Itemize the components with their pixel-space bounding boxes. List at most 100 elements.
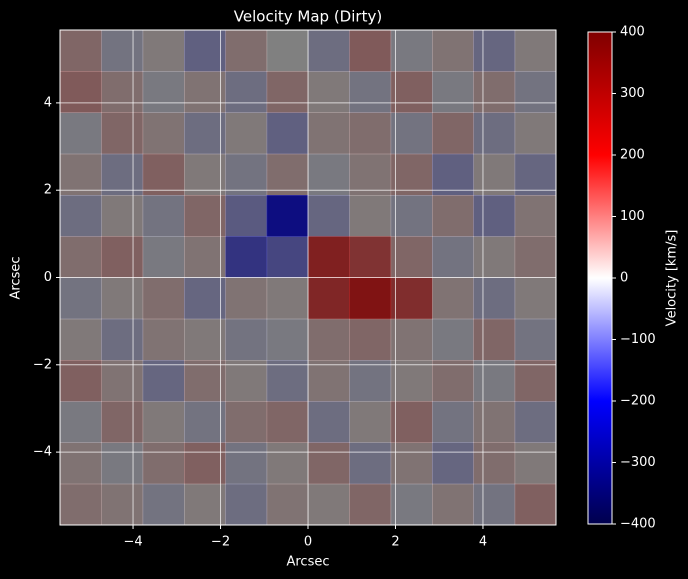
colorbar-tick-label: −300 (620, 455, 656, 470)
heatmap-cell (184, 483, 226, 526)
heatmap-cell (266, 442, 309, 485)
heatmap-cell (514, 483, 557, 526)
heatmap-cell (473, 277, 516, 320)
heatmap-cell (184, 442, 226, 485)
heatmap-cell (266, 112, 309, 155)
heatmap-cell (60, 30, 102, 72)
heatmap-cell (390, 483, 433, 526)
heatmap-cell (60, 195, 102, 237)
heatmap-cell (390, 195, 433, 237)
heatmap-cell (308, 318, 350, 361)
heatmap-cell (390, 153, 433, 196)
heatmap-cell (432, 71, 474, 113)
heatmap-cell (308, 112, 350, 155)
x-tick-label: −4 (123, 535, 142, 550)
heatmap-cell (184, 153, 226, 196)
heatmap-cell (60, 442, 102, 485)
heatmap-cell (101, 71, 144, 113)
heatmap-cell (432, 195, 474, 237)
heatmap-cell (184, 318, 226, 361)
heatmap-cell (101, 236, 144, 278)
heatmap-cell (349, 71, 392, 113)
heatmap-cell (308, 71, 350, 113)
heatmap-cell (390, 236, 433, 278)
heatmap-cell (432, 277, 474, 320)
heatmap-cell (225, 30, 268, 72)
x-tick-label: 0 (304, 535, 312, 550)
heatmap-cell (225, 401, 268, 443)
heatmap-cell (473, 401, 516, 443)
heatmap-cell (349, 277, 392, 320)
heatmap-cell (142, 236, 185, 278)
heatmap-cell (60, 401, 102, 443)
heatmap-cell (266, 236, 309, 278)
x-tick-label: 2 (391, 535, 399, 550)
heatmap-cell (101, 483, 144, 526)
heatmap-cell (473, 112, 516, 155)
heatmap-cell (266, 483, 309, 526)
heatmap-cell (266, 195, 309, 237)
heatmap-cell (308, 236, 350, 278)
heatmap-cell (184, 360, 226, 402)
heatmap-cell (390, 112, 433, 155)
colorbar-tick-label: 300 (620, 86, 645, 101)
heatmap-cell (225, 318, 268, 361)
heatmap-cell (308, 30, 350, 72)
heatmap-cell (101, 277, 144, 320)
heatmap-cell (349, 360, 392, 402)
x-axis-label: Arcsec (286, 555, 329, 570)
heatmap-cell (473, 195, 516, 237)
heatmap-cell (473, 360, 516, 402)
colorbar-tick-label: 200 (620, 148, 645, 163)
heatmap-cell (101, 401, 144, 443)
y-tick-label: −4 (33, 445, 52, 460)
heatmap-cell (473, 318, 516, 361)
heatmap-cell (142, 112, 185, 155)
colorbar-tick-label: 0 (620, 271, 628, 286)
heatmap-cell (308, 483, 350, 526)
y-tick-label: 0 (44, 270, 52, 285)
heatmap-cell (514, 153, 557, 196)
heatmap-cell (142, 483, 185, 526)
heatmap-cell (225, 277, 268, 320)
heatmap-cell (308, 360, 350, 402)
heatmap-cell (225, 360, 268, 402)
heatmap-cell (60, 236, 102, 278)
colorbar-tick-label: 100 (620, 209, 645, 224)
heatmap-cell (432, 442, 474, 485)
heatmap-cell (142, 442, 185, 485)
heatmap-cell (101, 442, 144, 485)
y-tick-label: 2 (44, 183, 52, 198)
heatmap-cell (142, 401, 185, 443)
heatmap-cell (432, 236, 474, 278)
heatmap-cell (184, 112, 226, 155)
heatmap-cell (473, 236, 516, 278)
heatmap-cell (514, 112, 557, 155)
heatmap-cell (473, 71, 516, 113)
heatmap-cell (266, 153, 309, 196)
heatmap-cell (60, 153, 102, 196)
heatmap-cell (142, 360, 185, 402)
plot-frame (59, 29, 557, 526)
heatmap-cell (349, 401, 392, 443)
colorbar-tick-label: 400 (620, 25, 645, 40)
heatmap-cell (514, 71, 557, 113)
heatmap-cell (184, 195, 226, 237)
heatmap-cell (473, 30, 516, 72)
heatmap-cell (349, 236, 392, 278)
heatmap-cell (349, 318, 392, 361)
heatmap-cell (184, 236, 226, 278)
heatmap-cell (142, 318, 185, 361)
heatmap-cell (266, 71, 309, 113)
heatmap-cell (308, 277, 350, 320)
heatmap-cell (432, 153, 474, 196)
heatmap-cell (432, 30, 474, 72)
heatmap-cell (432, 401, 474, 443)
y-tick-label: 4 (44, 95, 52, 110)
heatmap-cell (60, 318, 102, 361)
heatmap-cell (142, 277, 185, 320)
heatmap-cell (225, 483, 268, 526)
heatmap-cell (101, 153, 144, 196)
heatmap-cell (225, 112, 268, 155)
